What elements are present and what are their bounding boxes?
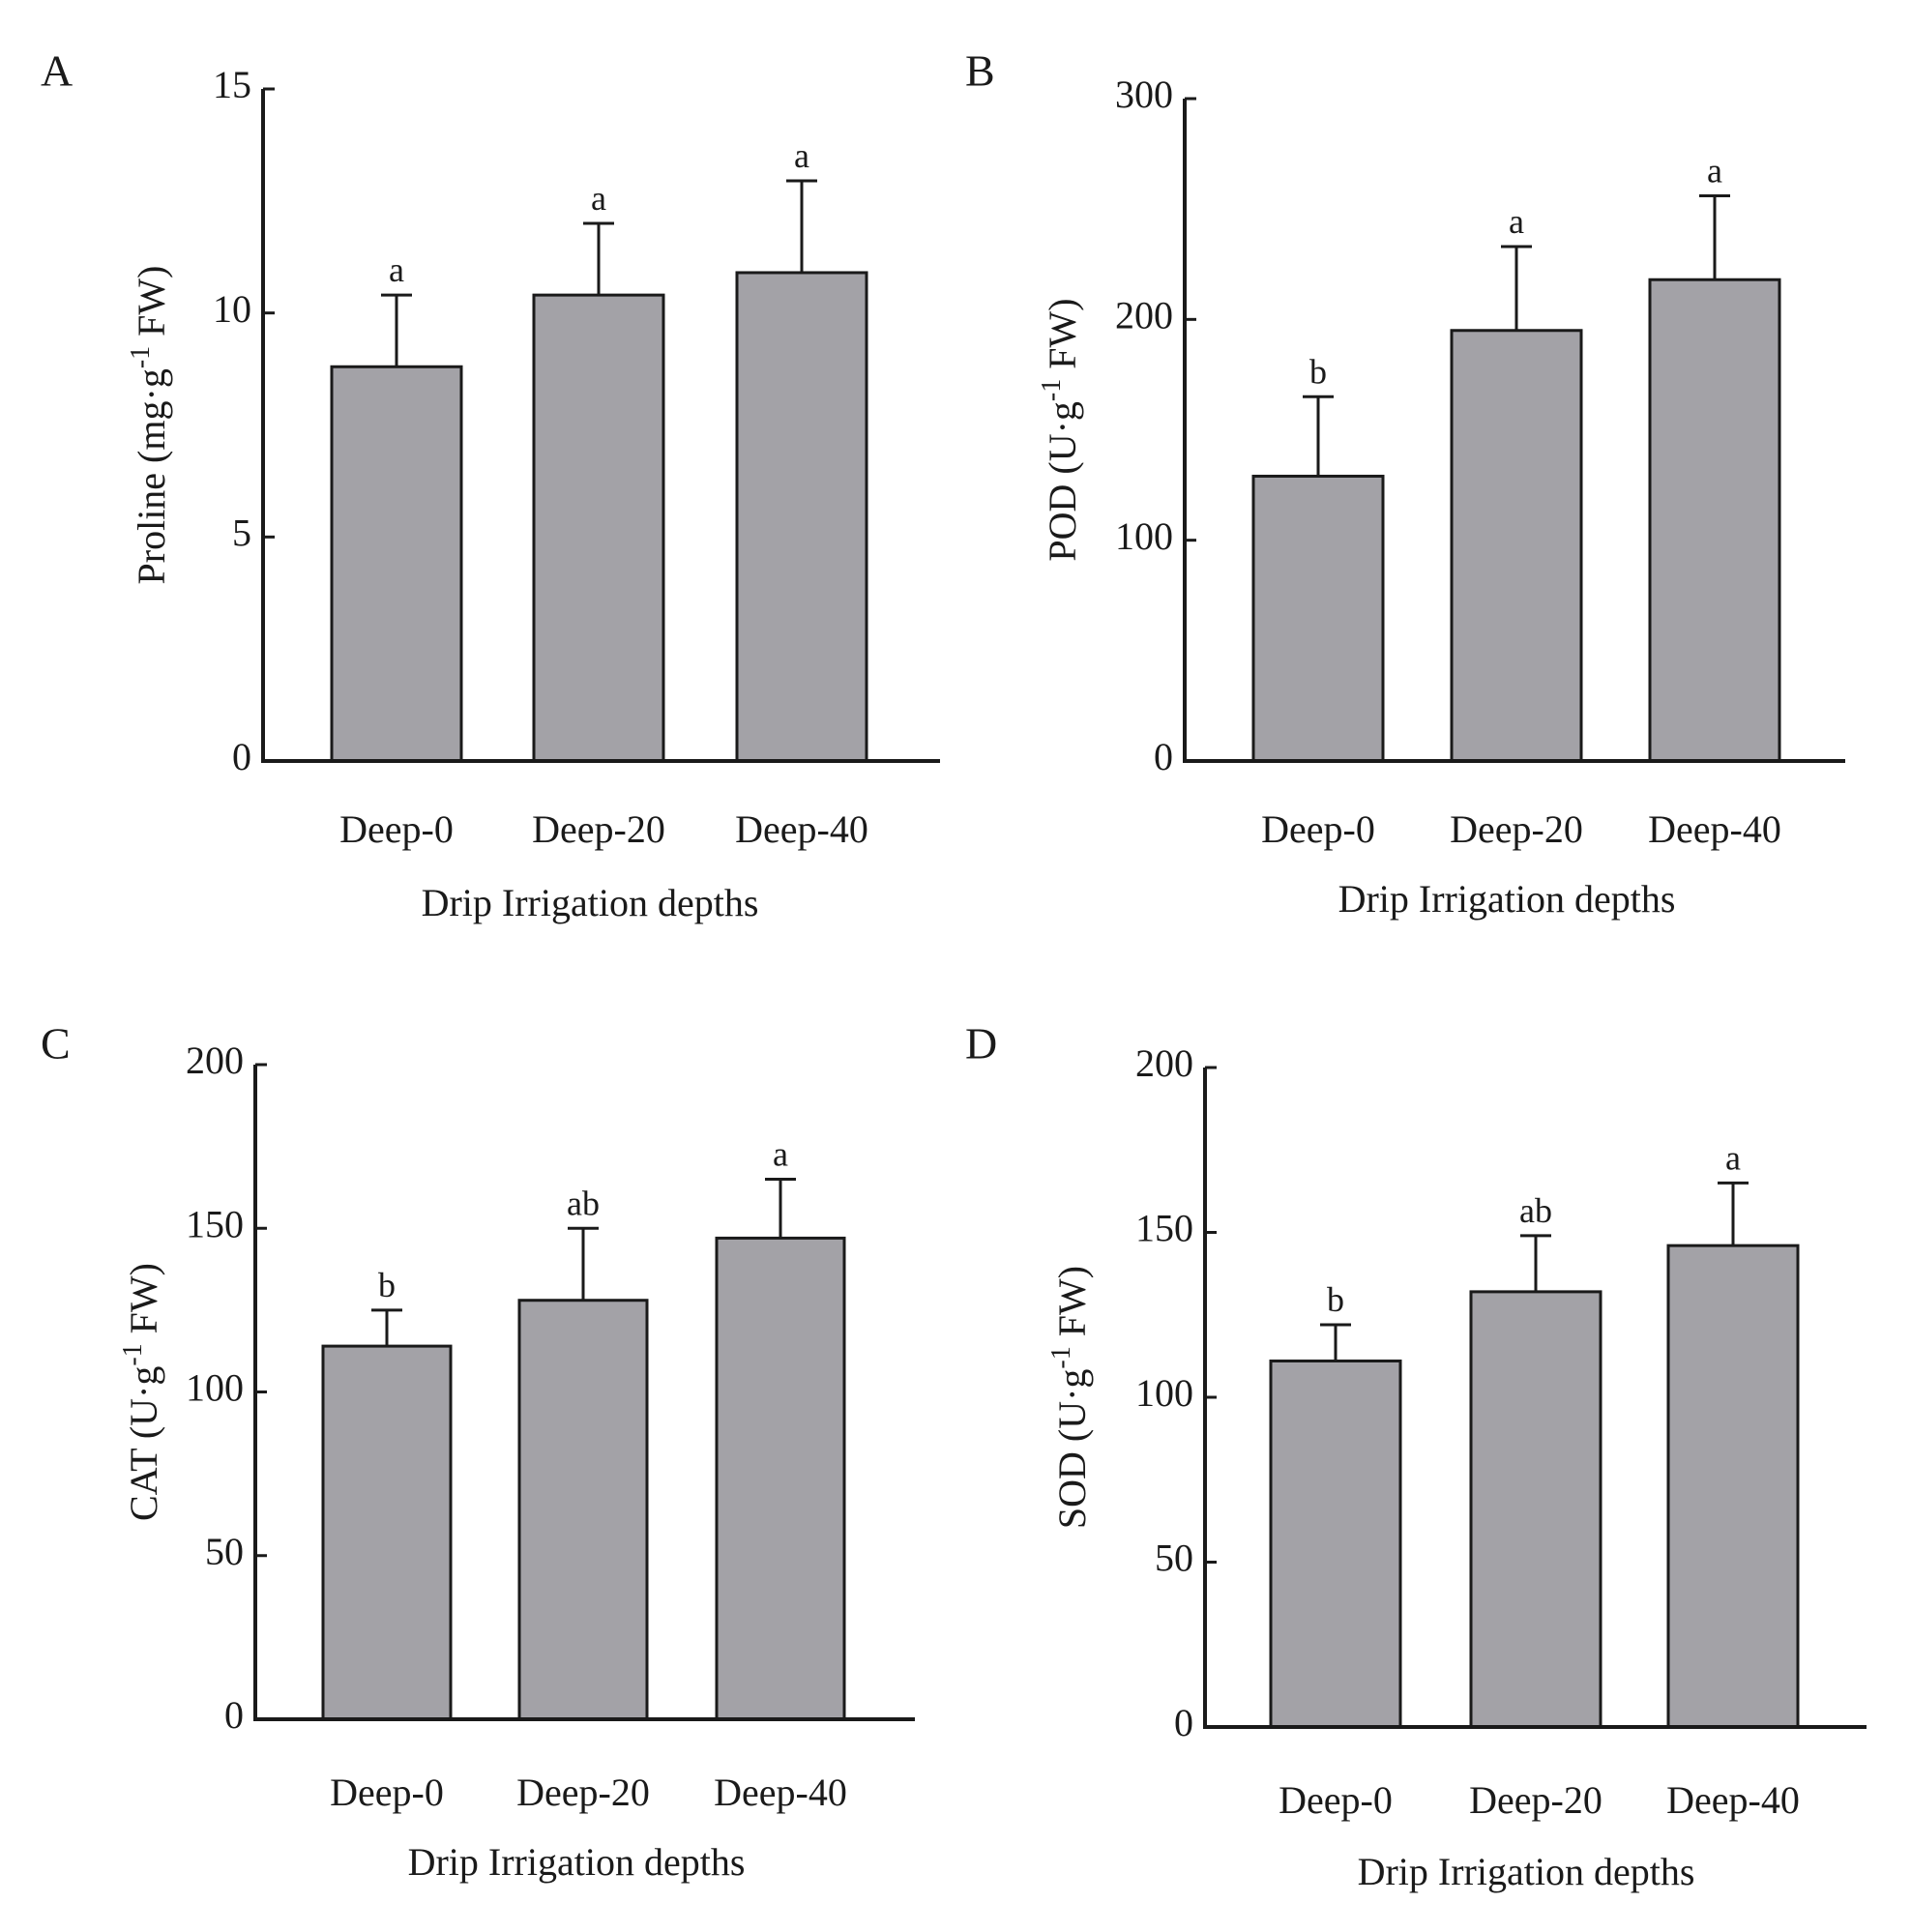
y-tick-label: 10 <box>213 287 251 331</box>
y-axis-title-main: CAT (U·g <box>122 1366 165 1521</box>
significance-letter: a <box>1725 1138 1741 1177</box>
x-tick-label: Deep-40 <box>1648 807 1781 851</box>
y-axis-title-superscript: -1 <box>1046 1346 1076 1368</box>
y-axis-title: SOD (U·g-1 FW) <box>1046 1266 1094 1529</box>
bar <box>532 293 665 763</box>
x-tick-label: Deep-0 <box>1261 807 1375 851</box>
panel-label: B <box>965 46 995 96</box>
significance-letter: ab <box>567 1184 600 1222</box>
x-axis-title: Drip Irrigation depths <box>1338 877 1676 921</box>
bar <box>1269 1359 1402 1729</box>
bar <box>517 1299 649 1721</box>
significance-letter: b <box>378 1266 396 1304</box>
x-tick-label: Deep-40 <box>735 807 868 851</box>
x-tick-label: Deep-20 <box>1469 1778 1602 1822</box>
y-axis-title: CAT (U·g-1 FW) <box>118 1263 165 1521</box>
significance-letter: a <box>1707 151 1722 190</box>
panel-label: A <box>41 46 73 96</box>
y-axis-title: POD (U·g-1 FW) <box>1037 298 1084 561</box>
bar <box>321 1344 453 1721</box>
y-tick-label: 200 <box>1135 1041 1193 1085</box>
panel-a: Aa Deep-0 a Deep-20 a Deep-40 0 5 10 15 Proline (m… <box>41 46 940 924</box>
bar <box>715 1236 846 1721</box>
x-tick-label: Deep-0 <box>339 807 454 851</box>
significance-letter: a <box>389 250 404 289</box>
y-tick-label: 150 <box>186 1202 244 1245</box>
y-tick-label: 100 <box>1135 1371 1193 1415</box>
y-tick-label: 100 <box>186 1366 244 1410</box>
y-tick-label: 100 <box>1115 514 1173 558</box>
panel-label: C <box>41 1019 71 1068</box>
y-tick-label: 0 <box>1154 735 1173 778</box>
x-axis-title: Drip Irrigation depths <box>422 881 759 924</box>
y-tick-label: 0 <box>224 1693 244 1737</box>
significance-letter: b <box>1327 1280 1344 1319</box>
x-tick-label: Deep-20 <box>532 807 665 851</box>
y-tick-label: 300 <box>1115 73 1173 116</box>
bar <box>735 271 868 763</box>
significance-letter: b <box>1309 352 1327 391</box>
significance-letter: a <box>773 1134 788 1173</box>
y-axis-title-superscript: -1 <box>126 346 156 368</box>
panel-b: Bb Deep-0 a Deep-20 a Deep-40 0 100 200 300 POD (U… <box>965 46 1845 921</box>
y-tick-label: 50 <box>1155 1537 1193 1580</box>
panel-label: D <box>965 1019 997 1068</box>
significance-letter: a <box>1509 202 1524 241</box>
panel-d: Db Deep-0 ab Deep-20 a Deep-40 0 50 100 150 200 SOD… <box>965 1019 1867 1893</box>
x-axis-title: Drip Irrigation depths <box>1358 1850 1695 1893</box>
y-tick-label: 150 <box>1135 1207 1193 1250</box>
x-tick-label: Deep-0 <box>330 1771 444 1814</box>
y-tick-label: 0 <box>232 735 251 778</box>
y-tick-label: 200 <box>1115 294 1173 337</box>
y-tick-label: 5 <box>232 512 251 555</box>
y-axis-title: Proline (mg·g-1 FW) <box>126 266 173 585</box>
y-axis-title-end: FW) <box>1050 1266 1094 1346</box>
x-axis-title: Drip Irrigation depths <box>408 1840 746 1884</box>
significance-letter: ab <box>1519 1191 1552 1230</box>
y-axis-title-end: FW) <box>122 1263 165 1343</box>
bar <box>1666 1244 1800 1729</box>
x-tick-label: Deep-20 <box>516 1771 650 1814</box>
y-tick-label: 0 <box>1174 1701 1193 1744</box>
x-tick-label: Deep-40 <box>1666 1778 1800 1822</box>
y-tick-label: 15 <box>213 63 251 106</box>
bar <box>1450 329 1583 763</box>
significance-letter: a <box>794 136 809 175</box>
y-tick-label: 50 <box>205 1530 244 1573</box>
bar <box>1469 1290 1602 1729</box>
panel-c: Cb Deep-0 ab Deep-20 a Deep-40 0 50 100 150 200 CAT… <box>41 1019 915 1884</box>
y-axis-title-end: FW) <box>1041 298 1084 378</box>
x-tick-label: Deep-0 <box>1279 1778 1393 1822</box>
y-axis-title-main: SOD (U·g <box>1050 1369 1094 1530</box>
y-tick-label: 200 <box>186 1039 244 1082</box>
y-axis-title-superscript: -1 <box>118 1343 148 1365</box>
y-axis-title-superscript: -1 <box>1037 379 1067 401</box>
bar <box>1648 278 1781 763</box>
x-tick-label: Deep-40 <box>714 1771 847 1814</box>
bar <box>330 365 463 763</box>
y-axis-title-main: Proline (mg·g <box>130 368 173 584</box>
significance-letter: a <box>591 179 606 218</box>
bar <box>1251 474 1385 763</box>
y-axis-title-main: POD (U·g <box>1041 401 1084 562</box>
x-tick-label: Deep-20 <box>1450 807 1583 851</box>
y-axis-title-end: FW) <box>130 266 173 346</box>
